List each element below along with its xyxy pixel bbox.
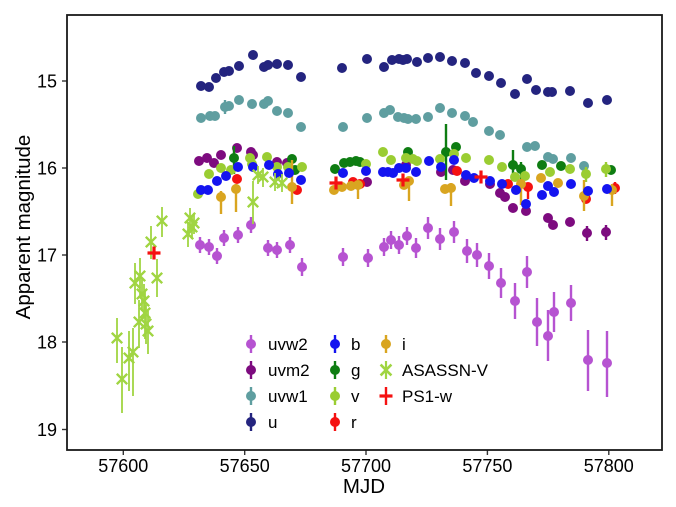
svg-text:PS1-w: PS1-w [402, 387, 453, 406]
svg-text:Apparent magnitude: Apparent magnitude [12, 135, 35, 320]
svg-text:17: 17 [37, 246, 57, 266]
svg-text:ASASSN-V: ASASSN-V [402, 361, 489, 380]
svg-text:uvw1: uvw1 [268, 387, 308, 406]
svg-text:57650: 57650 [220, 456, 270, 476]
svg-text:57800: 57800 [584, 456, 634, 476]
svg-text:15: 15 [37, 72, 57, 92]
svg-text:i: i [402, 335, 406, 354]
svg-text:g: g [351, 361, 360, 380]
svg-text:MJD: MJD [343, 475, 385, 498]
svg-text:uvm2: uvm2 [268, 361, 310, 380]
svg-text:19: 19 [37, 420, 57, 440]
svg-text:uvw2: uvw2 [268, 335, 308, 354]
svg-text:57600: 57600 [98, 456, 148, 476]
svg-text:18: 18 [37, 333, 57, 353]
svg-text:16: 16 [37, 159, 57, 179]
svg-text:57750: 57750 [462, 456, 512, 476]
svg-text:r: r [351, 413, 357, 432]
svg-text:v: v [351, 387, 360, 406]
svg-text:b: b [351, 335, 360, 354]
svg-text:57700: 57700 [341, 456, 391, 476]
svg-text:u: u [268, 413, 277, 432]
